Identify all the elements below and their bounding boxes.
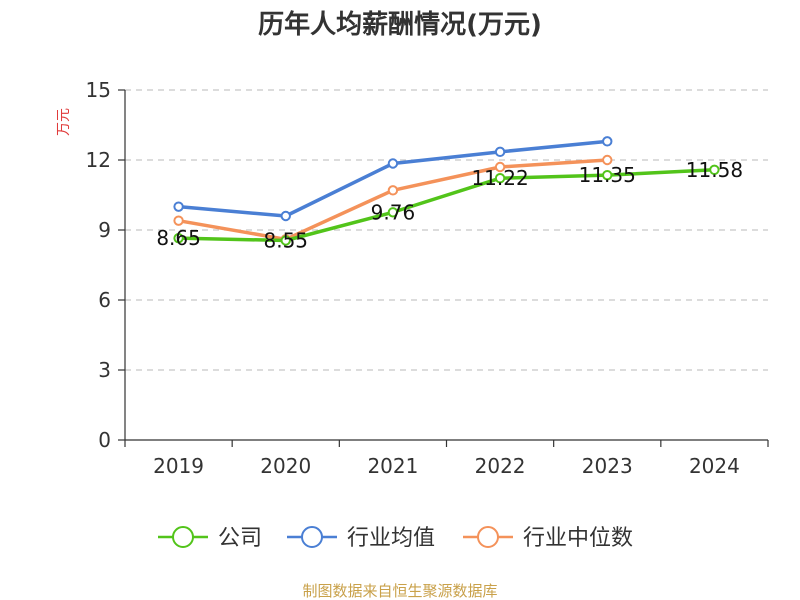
data-point[interactable] <box>602 136 613 147</box>
y-tick-label: 15 <box>86 78 111 102</box>
data-point[interactable] <box>173 232 184 244</box>
y-tick-label: 9 <box>98 218 111 242</box>
data-label: 8.55 <box>263 229 308 253</box>
series-lines <box>173 136 720 246</box>
x-tick-label: 2020 <box>260 454 311 478</box>
data-point[interactable] <box>494 161 506 173</box>
data-label: 8.65 <box>156 226 201 250</box>
grid <box>125 89 768 371</box>
data-point[interactable] <box>387 185 399 196</box>
data-point[interactable] <box>602 169 613 181</box>
x-tick-label: 2024 <box>689 454 740 478</box>
axes: 0 3 6 9 12 15 2019 2020 2021 2022 2023 2024 <box>86 78 769 478</box>
data-point[interactable] <box>280 210 291 222</box>
data-point[interactable] <box>494 173 506 184</box>
legend-label: 行业中位数 <box>523 526 633 551</box>
y-axis-label: 万元 <box>56 108 72 136</box>
legend[interactable]: 公司 行业均值 行业中位数 <box>158 526 633 551</box>
x-tick-label: 2021 <box>367 454 418 478</box>
data-label: 11.22 <box>471 166 528 190</box>
data-labels: 8.65 8.55 9.76 11.22 11.35 11.58 <box>156 158 743 253</box>
legend-item-1[interactable]: 行业均值 <box>287 526 435 551</box>
x-tick-label: 2019 <box>153 454 204 478</box>
x-tick-label: 2023 <box>582 454 633 478</box>
series-line-0 <box>176 168 717 243</box>
chart-title: 历年人均薪酬情况(万元) <box>258 9 542 40</box>
data-point[interactable] <box>387 158 399 169</box>
legend-label: 公司 <box>218 526 262 551</box>
y-tick-label: 12 <box>86 148 111 172</box>
data-label: 11.35 <box>579 163 636 187</box>
y-tick-label: 0 <box>98 428 111 452</box>
data-label: 9.76 <box>371 200 416 224</box>
data-label: 11.58 <box>686 158 743 182</box>
legend-swatch-marker <box>172 526 194 548</box>
legend-label: 行业均值 <box>347 526 435 551</box>
y-tick-label: 3 <box>98 358 111 382</box>
x-tick-label: 2022 <box>475 454 526 478</box>
data-point[interactable] <box>387 207 399 218</box>
data-point[interactable] <box>602 154 613 166</box>
legend-item-0[interactable]: 公司 <box>158 526 262 551</box>
data-point[interactable] <box>709 164 720 176</box>
legend-swatch-marker <box>477 526 499 548</box>
y-tick-label: 6 <box>98 288 111 312</box>
legend-swatch-marker <box>301 526 323 548</box>
data-point[interactable] <box>173 215 184 226</box>
legend-item-2[interactable]: 行业中位数 <box>463 526 633 551</box>
source-note: 制图数据来自恒生聚源数据库 <box>302 582 497 600</box>
data-point[interactable] <box>494 146 506 158</box>
data-point[interactable] <box>173 201 184 212</box>
data-point[interactable] <box>280 235 291 246</box>
